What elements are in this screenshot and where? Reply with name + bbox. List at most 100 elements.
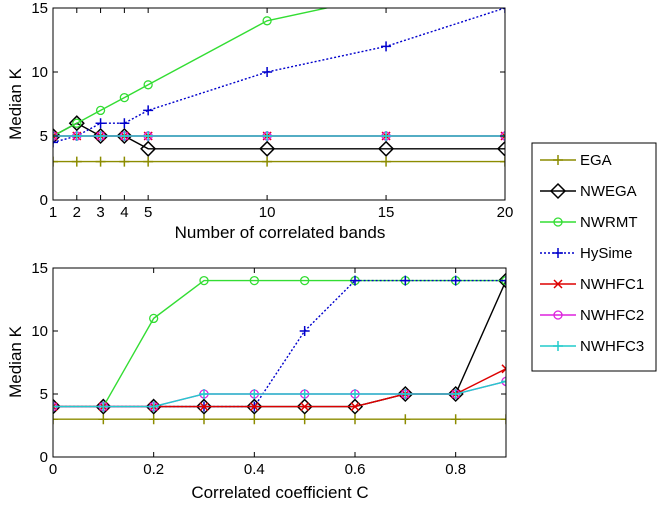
top-point-nwega-2 bbox=[92, 127, 109, 145]
bottom-point-nwhfc3-2 bbox=[148, 401, 159, 412]
bottom-series-line-hysime bbox=[53, 279, 506, 408]
bottom-tick-labels: 0 5 10 15 0 0.2 0.4 0.6 0.8 bbox=[31, 260, 466, 478]
bottom-series-line-nwrmt bbox=[53, 279, 506, 408]
bottom-point-ega-6 bbox=[350, 414, 360, 425]
bottom-point-hysime-6 bbox=[350, 275, 360, 286]
legend-label-nwega: NWEGA bbox=[580, 183, 637, 200]
legend-marker-hysime bbox=[553, 248, 563, 258]
bottom-point-nwhfc3-8 bbox=[450, 389, 461, 399]
bottom-point-nwhfc1-6 bbox=[350, 402, 360, 412]
top-point-hysime-5 bbox=[262, 67, 273, 77]
bottom-point-ega-7 bbox=[400, 414, 411, 425]
top-point-nwhfc3-5 bbox=[262, 131, 273, 141]
legend-item-nwega: NWEGA bbox=[540, 182, 637, 200]
bottom-point-ega-5 bbox=[299, 414, 310, 425]
top-point-nwega-4 bbox=[140, 140, 157, 157]
bottom-point-nwhfc3-0 bbox=[53, 401, 58, 412]
bottom-point-ega-0 bbox=[53, 414, 58, 425]
top-xtick-label: 4 bbox=[120, 204, 128, 221]
top-xtick-label: 10 bbox=[259, 204, 276, 221]
bottom-chart-panel: 0 5 10 15 0 0.2 0.4 0.6 0.8 Correlated coefficie… bbox=[6, 260, 507, 502]
bottom-point-nwega-6 bbox=[346, 398, 364, 415]
bottom-point-nwega-1 bbox=[95, 398, 112, 415]
bottom-point-nwrmt-2 bbox=[149, 313, 159, 324]
bottom-point-nwega-0 bbox=[53, 398, 62, 415]
top-xtick-label: 20 bbox=[497, 204, 514, 221]
top-xtick-label: 15 bbox=[378, 204, 395, 221]
legend-marker-nwhfc3 bbox=[553, 341, 563, 351]
top-series-group bbox=[53, 8, 505, 167]
bottom-point-nwhfc3-3 bbox=[199, 389, 209, 399]
bottom-point-nwhfc3-1 bbox=[98, 401, 109, 412]
top-xtick-label: 2 bbox=[73, 204, 81, 221]
legend-item-nwhfc3: NWHFC3 bbox=[540, 338, 644, 355]
top-series-line-nwrmt bbox=[53, 8, 330, 137]
bottom-axes-frame bbox=[52, 267, 507, 458]
bottom-point-nwrmt-4 bbox=[249, 275, 259, 286]
legend-label-nwhfc1: NWHFC1 bbox=[580, 276, 644, 293]
bottom-point-nwega-5 bbox=[296, 398, 313, 415]
bottom-series-line-nwhfc3 bbox=[53, 380, 506, 408]
bottom-point-nwega-2 bbox=[145, 398, 162, 415]
top-point-nwhfc3-1 bbox=[71, 131, 82, 141]
top-series-line-hysime bbox=[53, 8, 505, 144]
top-point-nwhfc3-4 bbox=[143, 131, 154, 141]
bottom-point-nwhfc1-9 bbox=[501, 364, 506, 374]
legend-marker-nwhfc1 bbox=[553, 279, 563, 289]
top-point-hysime-4 bbox=[143, 105, 154, 116]
top-point-hysime-2 bbox=[95, 118, 106, 129]
top-point-ega-4 bbox=[143, 156, 154, 167]
top-point-hysime-6 bbox=[381, 41, 392, 52]
bottom-ytick-label: 15 bbox=[31, 260, 48, 277]
bottom-point-hysime-7 bbox=[400, 275, 411, 286]
bottom-point-ega-9 bbox=[501, 414, 506, 425]
top-point-nwega-3 bbox=[116, 127, 133, 145]
top-point-nwega-5 bbox=[259, 140, 276, 157]
bottom-point-nwhfc3-4 bbox=[249, 389, 260, 399]
bottom-point-nwhfc3-9 bbox=[501, 376, 506, 387]
top-ytick-label: 15 bbox=[31, 0, 48, 17]
legend-box bbox=[531, 142, 657, 372]
top-point-nwrmt-2 bbox=[95, 105, 106, 116]
top-point-ega-5 bbox=[262, 156, 273, 167]
top-point-nwrmt-1 bbox=[72, 118, 82, 128]
top-point-ega-1 bbox=[71, 156, 82, 167]
bottom-point-ega-1 bbox=[98, 414, 109, 425]
bottom-point-ega-3 bbox=[199, 414, 209, 425]
legend-label-nwhfc2: NWHFC2 bbox=[580, 307, 644, 324]
top-point-ega-0 bbox=[53, 156, 58, 167]
legend-marker-nwhfc2 bbox=[553, 310, 563, 320]
top-ytick-label: 10 bbox=[31, 64, 48, 81]
bottom-plot-area bbox=[52, 267, 507, 458]
top-point-hysime-3 bbox=[119, 118, 130, 129]
bottom-point-nwega-4 bbox=[246, 398, 263, 415]
legend-label-nwrmt: NWRMT bbox=[580, 214, 637, 231]
bottom-point-hysime-8 bbox=[450, 275, 461, 286]
bottom-ytick-label: 0 bbox=[40, 449, 48, 466]
top-point-nwrmt-5 bbox=[262, 16, 272, 26]
bottom-xtick-label: 0.2 bbox=[143, 461, 164, 478]
bottom-x-axis-label: Correlated coefficient C bbox=[191, 483, 368, 502]
legend-item-ega: EGA bbox=[540, 152, 612, 169]
top-point-ega-2 bbox=[95, 156, 106, 167]
bottom-point-nwhfc3-7 bbox=[400, 389, 411, 399]
top-point-ega-3 bbox=[119, 156, 130, 167]
top-point-ega-6 bbox=[381, 156, 392, 167]
legend-item-nwhfc2: NWHFC2 bbox=[540, 307, 644, 324]
top-point-nwrmt-4 bbox=[143, 80, 153, 90]
bottom-point-nwega-7 bbox=[397, 385, 414, 403]
legend: EGA NWEGA NWRMT HySime NWHFC1 NWHFC2 NWHFC3 bbox=[531, 142, 657, 372]
bottom-point-hysime-9 bbox=[501, 275, 506, 286]
bottom-point-ega-4 bbox=[249, 414, 260, 425]
top-axes-frame bbox=[52, 7, 506, 201]
bottom-point-nwhfc3-6 bbox=[350, 389, 360, 399]
bottom-point-nwhfc1-4 bbox=[249, 402, 259, 412]
legend-label-ega: EGA bbox=[580, 152, 612, 169]
top-point-nwega-7 bbox=[496, 140, 505, 157]
top-ytick-label: 5 bbox=[40, 128, 48, 145]
top-point-ega-7 bbox=[500, 156, 505, 167]
top-xtick-label: 5 bbox=[144, 204, 152, 221]
